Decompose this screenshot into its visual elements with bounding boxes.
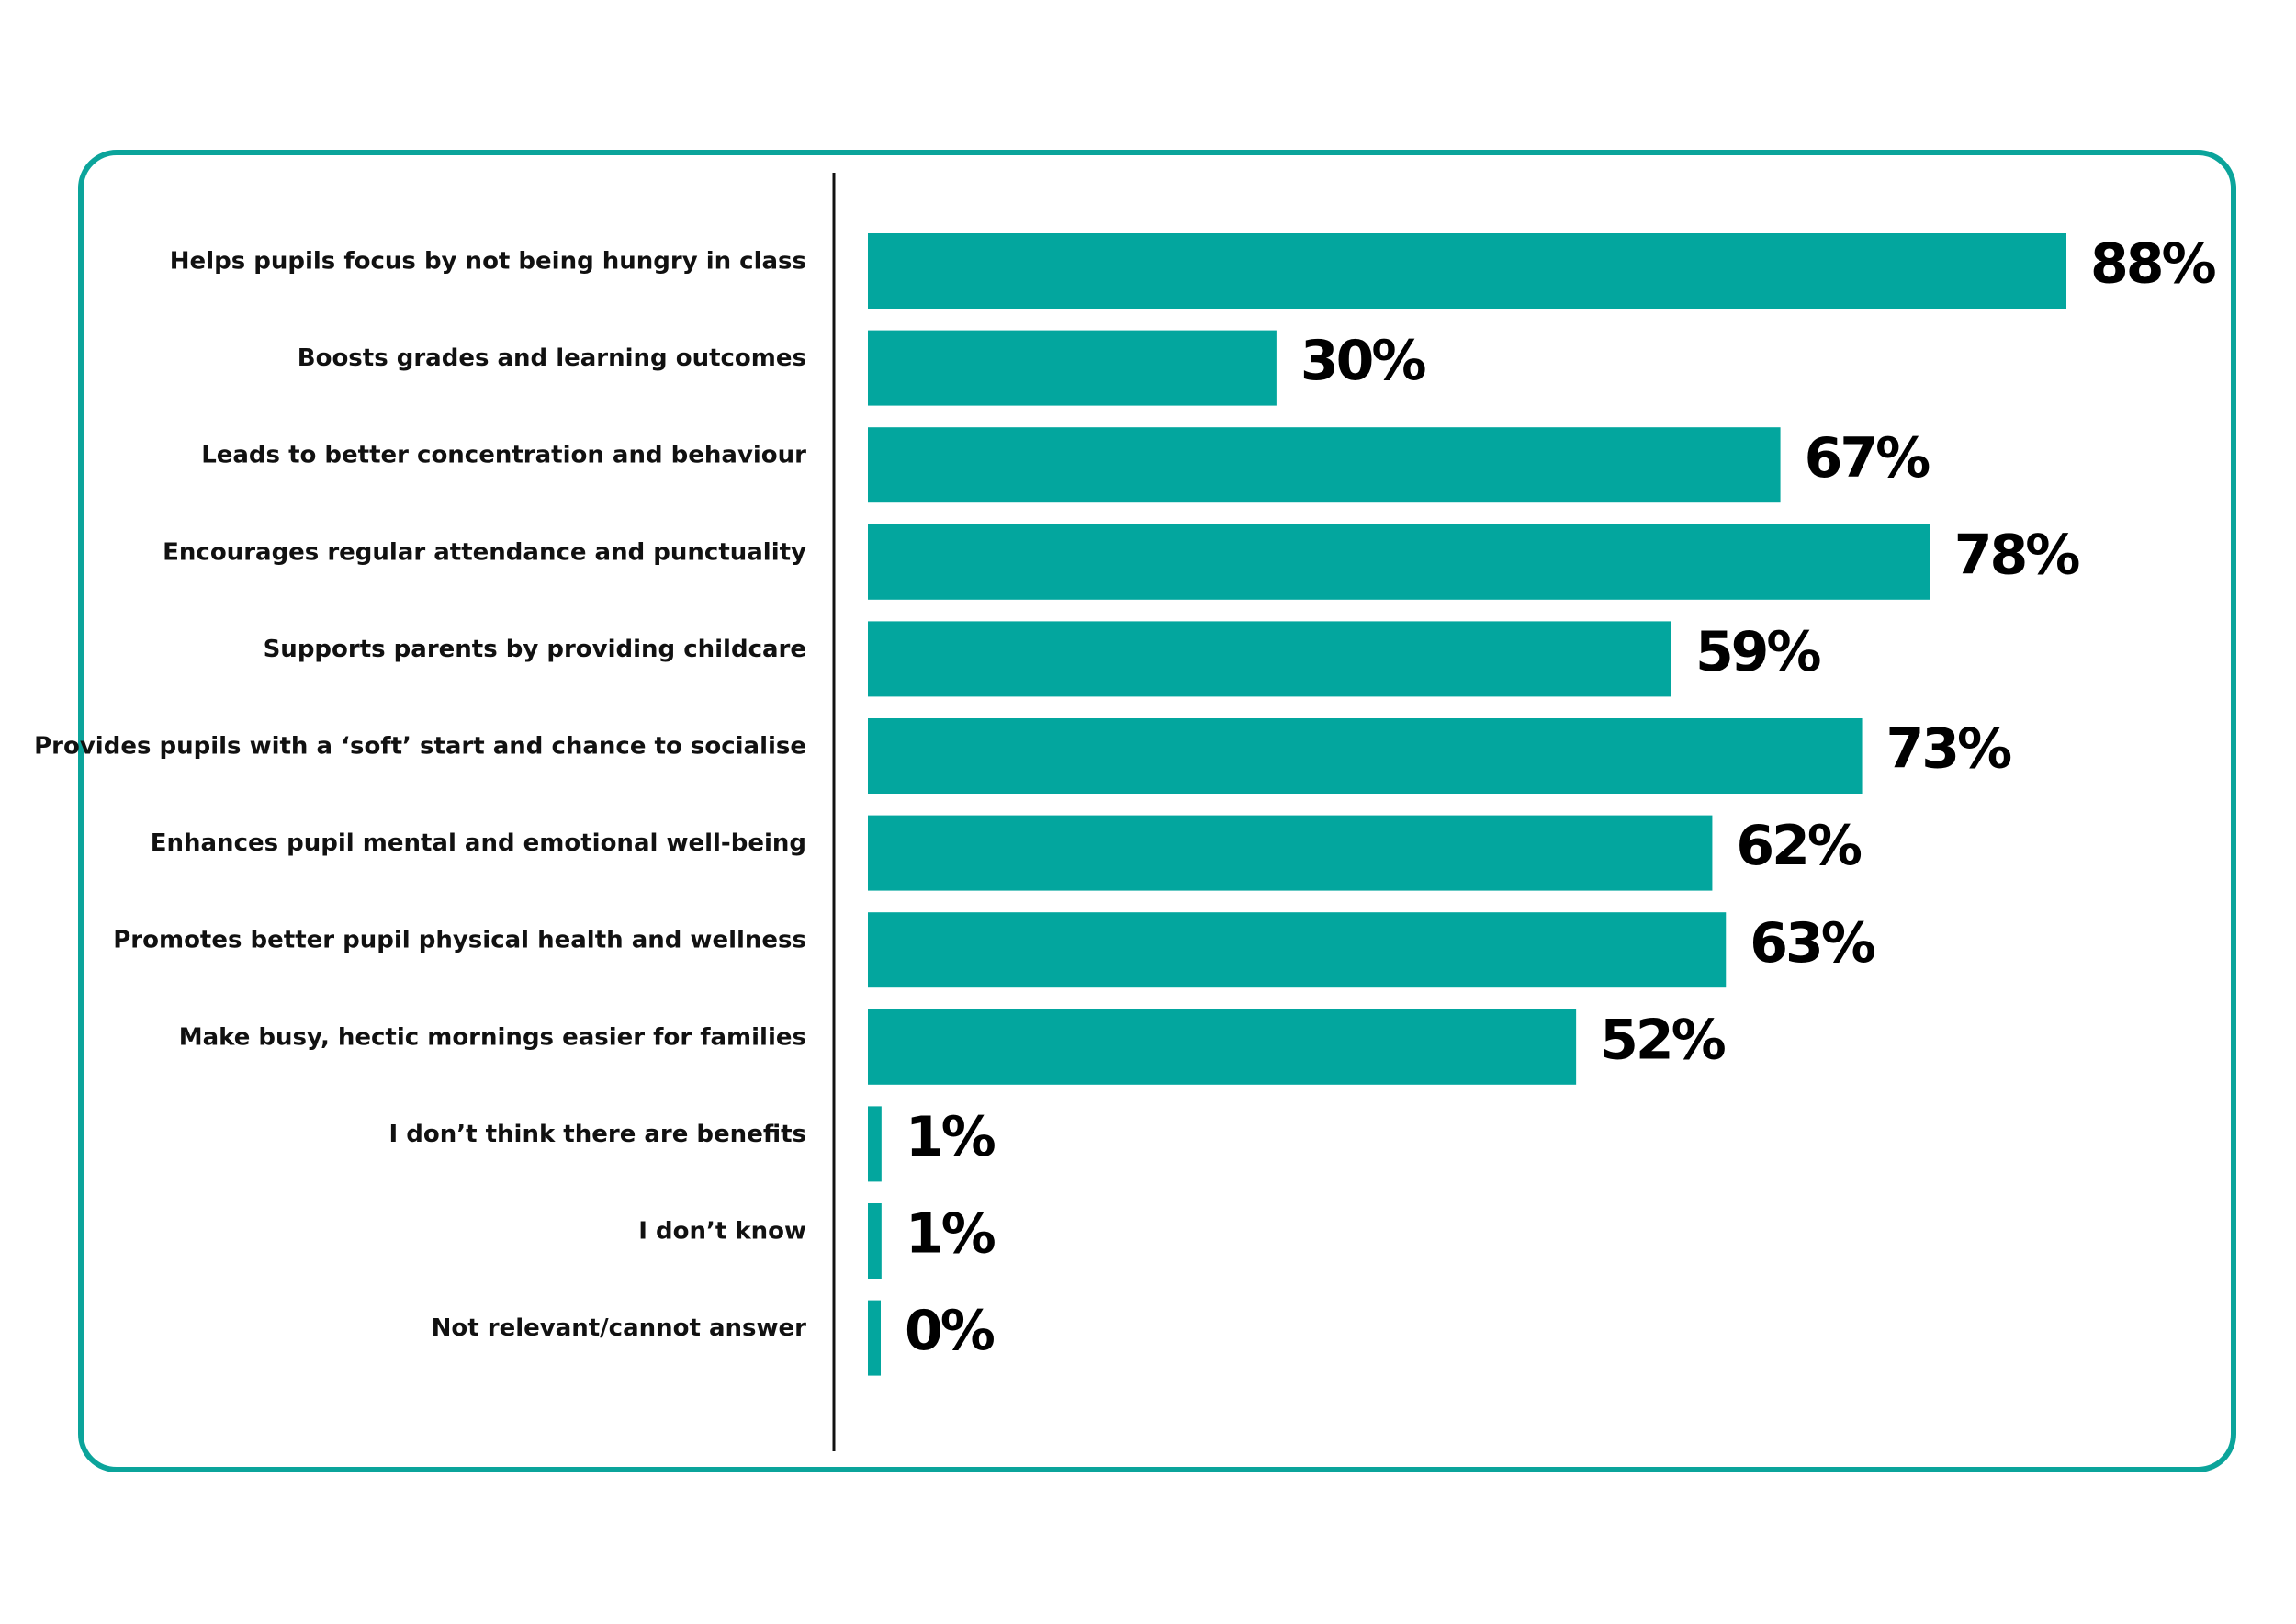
category-labels: Helps pupils focus by not being hungry i… bbox=[34, 248, 806, 1343]
data-label: 63% bbox=[1750, 911, 1874, 976]
data-label: 78% bbox=[1954, 523, 2079, 587]
category-label: Not relevant/cannot answer bbox=[432, 1314, 807, 1342]
data-label: 62% bbox=[1736, 814, 1861, 878]
category-label: Promotes better pupil physical health an… bbox=[113, 927, 806, 954]
data-label: 1% bbox=[906, 1202, 996, 1267]
data-label: 0% bbox=[905, 1299, 995, 1363]
bar bbox=[868, 1106, 882, 1182]
data-label: 52% bbox=[1600, 1008, 1725, 1072]
bar bbox=[868, 233, 2066, 309]
category-label: Encourages regular attendance and punctu… bbox=[163, 538, 806, 566]
bar bbox=[868, 1300, 881, 1376]
bar bbox=[868, 427, 1781, 503]
data-label: 30% bbox=[1300, 329, 1425, 393]
category-label: Enhances pupil mental and emotional well… bbox=[151, 829, 806, 857]
category-label: Supports parents by providing childcare bbox=[264, 636, 806, 663]
category-label: Leads to better concentration and behavi… bbox=[201, 442, 806, 469]
data-label: 88% bbox=[2090, 232, 2215, 297]
bar bbox=[868, 621, 1671, 697]
bar bbox=[868, 1009, 1577, 1085]
bar bbox=[868, 718, 1863, 794]
bars bbox=[868, 233, 2066, 1376]
category-label: Helps pupils focus by not being hungry i… bbox=[170, 248, 806, 276]
bar bbox=[868, 1203, 882, 1279]
category-label: Make busy, hectic mornings easier for fa… bbox=[179, 1023, 806, 1051]
category-label: I don’t know bbox=[638, 1218, 806, 1246]
bar bbox=[868, 912, 1727, 988]
data-label: 73% bbox=[1886, 717, 2011, 782]
bar bbox=[868, 815, 1713, 891]
bar bbox=[868, 330, 1277, 406]
data-label: 59% bbox=[1695, 620, 1820, 684]
category-label: Boosts grades and learning outcomes bbox=[298, 344, 806, 372]
category-label: Provides pupils with a ‘soft’ start and … bbox=[34, 733, 806, 761]
category-label: I don’t think there are benefits bbox=[389, 1121, 806, 1148]
bar bbox=[868, 524, 1930, 600]
data-label: 67% bbox=[1805, 426, 1930, 491]
data-label: 1% bbox=[906, 1105, 996, 1169]
data-labels: 88% 30% 67% 78% 59% 73% 62% 63% 52% 1% 1% 0% bbox=[905, 232, 2218, 1364]
